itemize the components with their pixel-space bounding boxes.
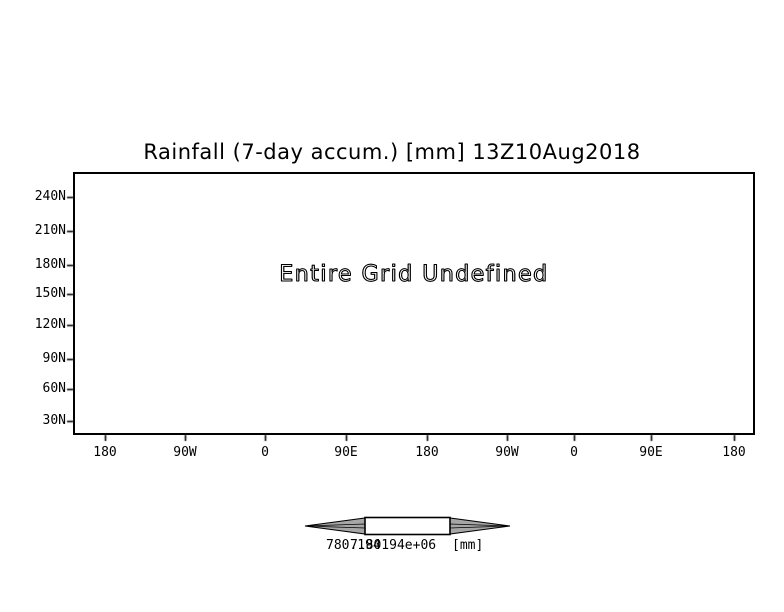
x-tick-label: 90W <box>495 445 519 460</box>
y-tick-label: 240N <box>34 189 66 204</box>
x-tick-label: 90E <box>639 445 663 460</box>
plot-area[interactable] <box>73 172 755 435</box>
y-tick-label: 150N <box>34 286 66 301</box>
x-tick-label: 0 <box>570 445 578 460</box>
y-tick-label: 60N <box>42 381 66 396</box>
y-tick-label: 90N <box>42 351 66 366</box>
x-tick-label: 0 <box>261 445 269 460</box>
x-tick-label: 90W <box>173 445 197 460</box>
y-tick-label: 30N <box>42 413 66 428</box>
colorbar[interactable]: 780.194 7.80194e+06 [mm] <box>300 512 515 562</box>
y-tick-label: 120N <box>34 317 66 332</box>
colorbar-min-label: 780.194 <box>326 538 381 553</box>
colorbar-swatch[interactable] <box>300 512 515 540</box>
colorbar-center-box[interactable] <box>364 516 451 536</box>
colorbar-labels: 780.194 7.80194e+06 [mm] <box>300 538 515 558</box>
y-tick-label: 210N <box>34 223 66 238</box>
y-axis-tick-labels: 240N 210N 180N 150N 120N 90N 60N 30N <box>18 0 66 612</box>
x-tick-label: 180 <box>722 445 746 460</box>
x-tick-label: 90E <box>334 445 358 460</box>
x-tick-label: 180 <box>415 445 439 460</box>
colorbar-unit-label: [mm] <box>452 538 484 553</box>
chart-title: Rainfall (7-day accum.) [mm] 13Z10Aug201… <box>143 140 641 164</box>
colorbar-max-label: 7.80194e+06 <box>350 538 437 553</box>
x-tick-label: 180 <box>93 445 117 460</box>
y-tick-label: 180N <box>34 257 66 272</box>
